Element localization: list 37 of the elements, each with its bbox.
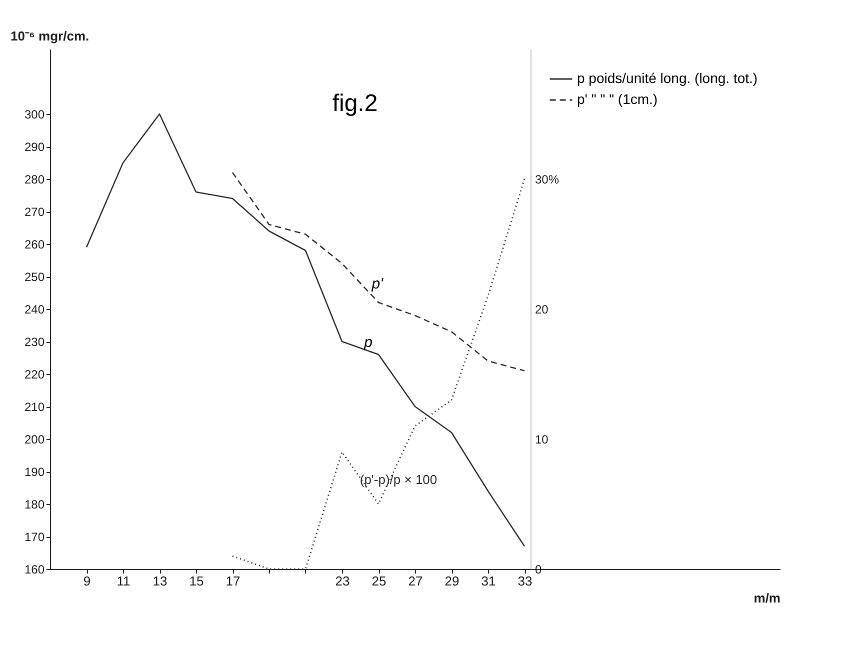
y-tick-label: 230 bbox=[24, 335, 45, 349]
y-tick-label: 180 bbox=[24, 498, 45, 512]
y-tick-label: 290 bbox=[24, 140, 45, 154]
series-label: (p'-p)/p × 100 bbox=[360, 472, 438, 487]
x-tick-label: 33 bbox=[518, 574, 532, 588]
x-tick-label: 9 bbox=[83, 574, 91, 588]
y-tick-label: 220 bbox=[24, 368, 45, 382]
y-tick-label: 170 bbox=[24, 530, 45, 544]
y-tick-label: 250 bbox=[24, 270, 45, 284]
y-axis-title: 10⁻⁶ mgr/cm. bbox=[10, 28, 90, 44]
legend-label: p poids/unité long. (long. tot.) bbox=[577, 70, 758, 86]
y2-tick-label: 20 bbox=[535, 302, 549, 316]
annotation: p' bbox=[370, 276, 384, 292]
x-tick-label: 27 bbox=[408, 574, 423, 588]
x-tick-label: 29 bbox=[444, 574, 460, 588]
y-tick-label: 200 bbox=[24, 432, 45, 446]
text: fig.2 bbox=[332, 90, 378, 117]
x-tick-label: 13 bbox=[152, 574, 168, 588]
y-tick-label: 240 bbox=[24, 302, 45, 316]
y-tick-label: 160 bbox=[24, 562, 45, 576]
x-tick-label: 15 bbox=[189, 574, 204, 588]
y2-tick-label: 30% bbox=[535, 172, 560, 186]
y-tick-label: 210 bbox=[24, 400, 45, 414]
x-tick-label: 17 bbox=[226, 574, 240, 588]
x-tick-label: 31 bbox=[481, 574, 496, 588]
x-tick-label: 25 bbox=[372, 574, 386, 588]
y-tick-label: 300 bbox=[24, 108, 45, 122]
y-tick-label: 270 bbox=[24, 205, 45, 219]
legend-label: p' " " " (1cm.) bbox=[577, 91, 658, 107]
y-tick-label: 280 bbox=[24, 172, 45, 186]
x-axis-title: m/m bbox=[754, 590, 780, 606]
y-tick-label: 190 bbox=[24, 465, 45, 479]
x-tick-label: 23 bbox=[335, 574, 350, 588]
annotation: p bbox=[363, 334, 372, 351]
y-tick-label: 260 bbox=[24, 238, 45, 252]
x-tick-label: 11 bbox=[116, 574, 130, 588]
y2-tick-label: 10 bbox=[535, 432, 549, 446]
